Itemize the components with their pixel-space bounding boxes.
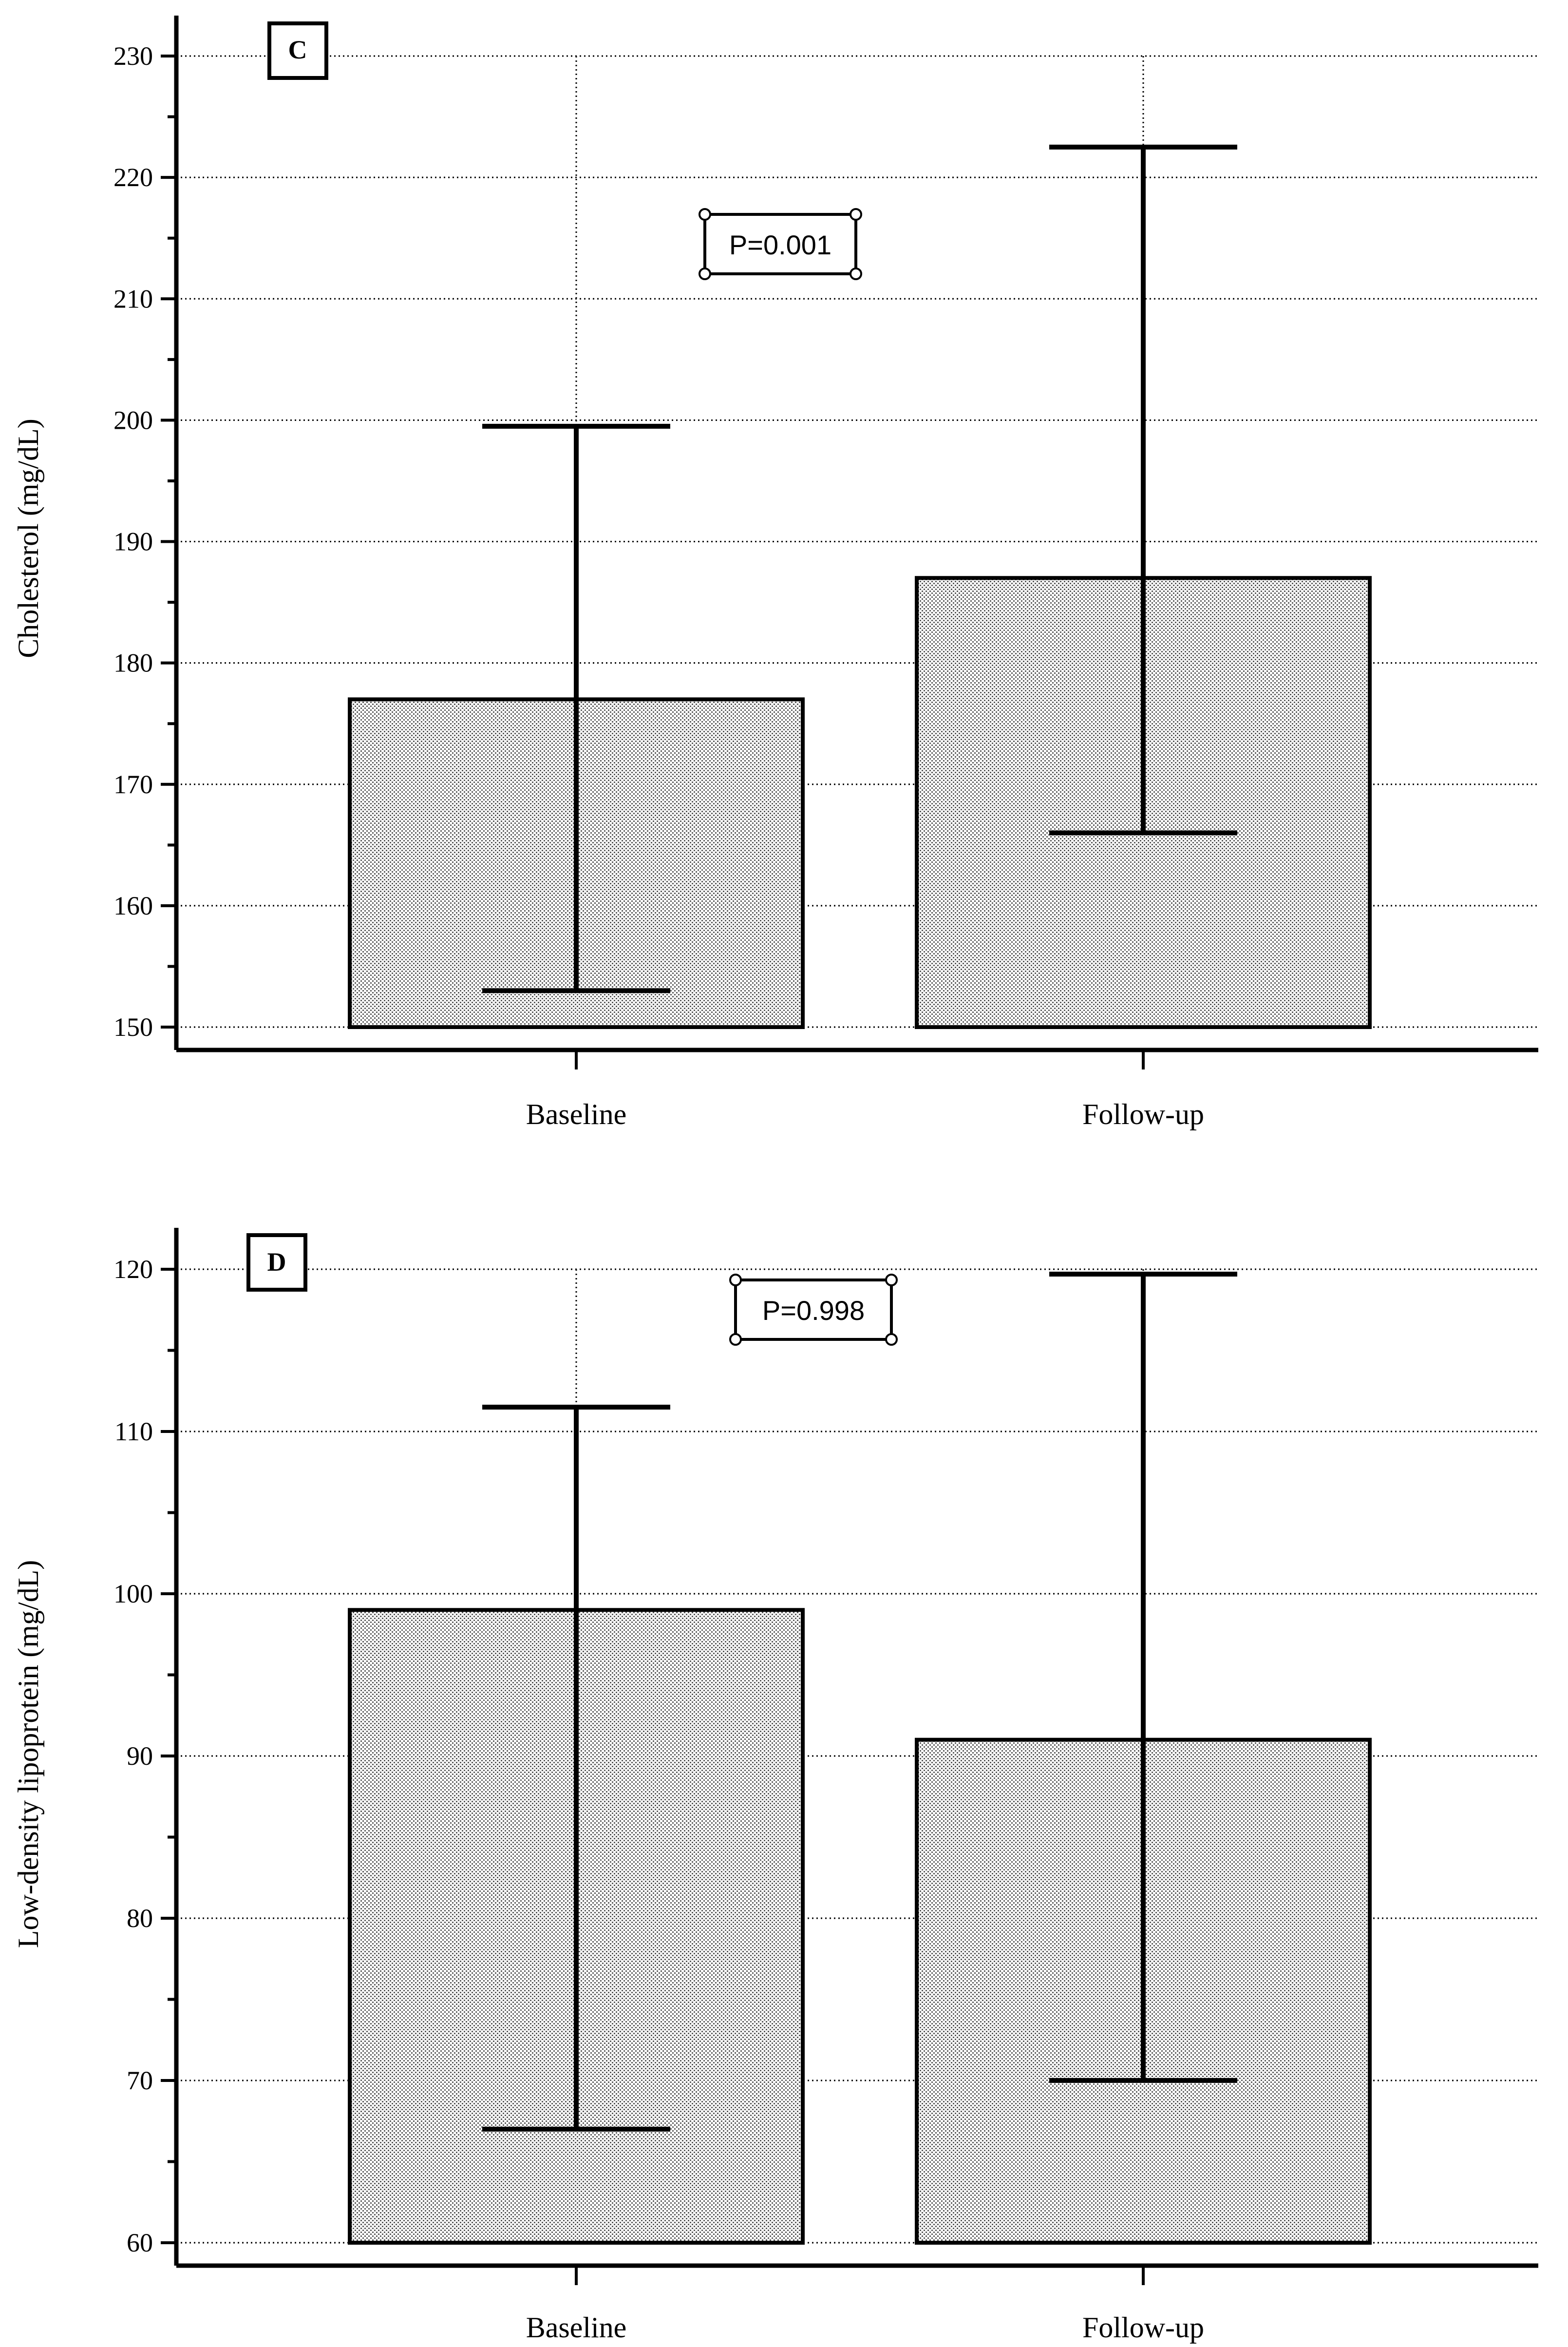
panel-letter-box: D <box>246 1233 307 1292</box>
y-tick-label: 90 <box>127 1741 153 1771</box>
chart-panel-d: 60 70 80 90 100 110 120 Baseline Follow-up Low-d… <box>12 1228 1538 2344</box>
x-category-label: Follow-up <box>1082 1098 1204 1130</box>
y-tick-label: 160 <box>113 891 153 920</box>
panel-letter-box: C <box>267 21 328 80</box>
y-tick-label: 180 <box>113 649 153 678</box>
y-tick-label: 150 <box>113 1012 153 1042</box>
tick-labels: 60 70 80 90 100 110 120 Baseline Follow-up <box>113 1255 1204 2344</box>
panel-letter: D <box>267 1247 286 1277</box>
error-bars <box>482 1271 1237 2132</box>
y-tick-label: 60 <box>127 2228 153 2257</box>
y-ticks <box>161 1268 176 2244</box>
y-axis-title: Low-density lipoprotein (mg/dL) <box>12 1560 44 1948</box>
y-tick-label: 230 <box>113 41 153 71</box>
y-axis-title: Cholesterol (mg/dL) <box>12 419 44 658</box>
y-tick-label: 100 <box>113 1579 153 1608</box>
tick-labels: 150 160 170 180 190 200 210 220 230 Baseline Follo… <box>113 41 1204 1130</box>
x-category-label: Baseline <box>526 2311 627 2344</box>
y-tick-label: 170 <box>113 770 153 799</box>
y-tick-label: 120 <box>113 1255 153 1284</box>
x-category-label: Follow-up <box>1082 2311 1204 2344</box>
panel-letter: C <box>288 35 307 64</box>
y-tick-label: 210 <box>113 284 153 313</box>
bars <box>348 576 1372 1030</box>
y-tick-label: 220 <box>113 163 153 192</box>
y-tick-label: 80 <box>127 1904 153 1933</box>
p-value-text: P=0.001 <box>729 229 831 260</box>
bars <box>348 1608 1372 2245</box>
y-tick-label: 190 <box>113 527 153 556</box>
y-tick-label: 200 <box>113 405 153 435</box>
error-bars <box>482 144 1237 993</box>
p-value-text: P=0.998 <box>762 1295 865 1326</box>
x-category-label: Baseline <box>526 1098 627 1130</box>
x-ticks <box>575 2266 1145 2285</box>
p-value-annotation[interactable]: P=0.001 <box>699 208 862 280</box>
y-tick-label: 110 <box>114 1417 153 1446</box>
p-value-annotation[interactable]: P=0.998 <box>729 1274 898 1346</box>
axes <box>174 1228 1538 2268</box>
y-tick-label: 70 <box>127 2066 153 2095</box>
gridlines <box>176 55 1538 1028</box>
y-ticks <box>161 55 176 1029</box>
x-ticks <box>575 1050 1145 1069</box>
axes <box>174 16 1538 1052</box>
chart-panel-c: 150 160 170 180 190 200 210 220 230 Baseline Follo… <box>12 16 1538 1130</box>
